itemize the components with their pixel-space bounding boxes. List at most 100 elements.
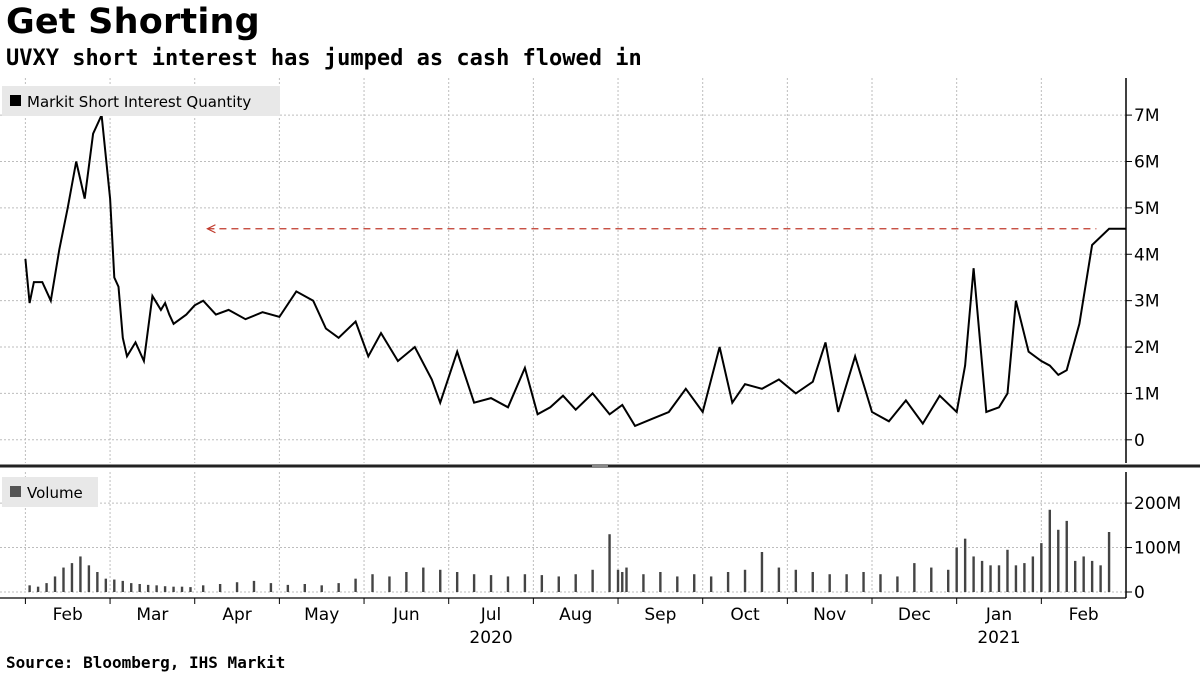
volume-bar bbox=[980, 560, 984, 592]
volume-bar bbox=[422, 567, 425, 592]
volume-bar bbox=[913, 563, 916, 592]
volume-bar bbox=[743, 569, 747, 592]
volume-bar bbox=[972, 556, 975, 592]
volume-grid bbox=[0, 472, 1126, 593]
volume-bar bbox=[1006, 549, 1009, 592]
volume-bar bbox=[540, 575, 544, 592]
volume-bar bbox=[879, 574, 882, 592]
volume-bar bbox=[621, 572, 624, 592]
reference-line bbox=[206, 224, 1097, 234]
volume-bar bbox=[439, 569, 442, 592]
volume-bar bbox=[760, 552, 764, 592]
volume-bar bbox=[235, 582, 239, 592]
volume-bar bbox=[146, 584, 150, 592]
volume-bar bbox=[997, 565, 1001, 592]
volume-bar bbox=[269, 583, 273, 592]
volume-bar bbox=[28, 585, 31, 592]
divider-handle bbox=[592, 464, 608, 468]
x-tick-label: Jul bbox=[480, 605, 502, 625]
volume-bar bbox=[1065, 520, 1068, 592]
chart-title: Get Shorting bbox=[6, 2, 260, 42]
volume-bar bbox=[79, 556, 82, 592]
x-tick-label: Sep bbox=[644, 605, 676, 625]
volume-bar bbox=[303, 584, 306, 592]
volume-bar bbox=[121, 580, 124, 592]
volume-bar bbox=[659, 572, 662, 592]
volume-bar bbox=[1031, 556, 1035, 592]
short-interest-y-ticks: 0 1M 2M 3M 4M 5M 6M 7M bbox=[1126, 106, 1159, 451]
volume-bar bbox=[947, 569, 950, 592]
volume-bar bbox=[1014, 565, 1018, 592]
volume-bar bbox=[845, 574, 848, 592]
x-tick-label: Nov bbox=[813, 605, 846, 625]
volume-bar bbox=[201, 585, 205, 592]
volume-bar bbox=[1099, 565, 1102, 592]
x-tick-label: Apr bbox=[222, 605, 251, 625]
reference-arrow-icon bbox=[206, 224, 216, 234]
volume-bar bbox=[371, 574, 374, 592]
volume-bar bbox=[62, 567, 65, 592]
volume-bar bbox=[489, 575, 493, 592]
volume-bar bbox=[523, 574, 527, 592]
volume-bar bbox=[53, 576, 57, 592]
volume-bar bbox=[896, 576, 899, 592]
volume-bar bbox=[862, 572, 865, 592]
x-axis-ticks: Feb Mar Apr May Jun Jul Aug Sep Oct Nov Dec Jan Feb 2… bbox=[24, 598, 1099, 648]
legend-volume-label: Volume bbox=[27, 484, 83, 502]
chart-subtitle: UVXY short interest has jumped as cash f… bbox=[6, 46, 642, 71]
x-tick-label: Feb bbox=[53, 605, 83, 625]
volume-bar bbox=[726, 572, 730, 592]
chart-source: Source: Bloomberg, IHS Markit bbox=[6, 653, 286, 672]
x-tick-label: May bbox=[304, 605, 339, 625]
volume-bar bbox=[676, 576, 679, 592]
volume-bar bbox=[1048, 509, 1052, 592]
y-tick-label: 5M bbox=[1134, 199, 1159, 219]
volume-bar bbox=[930, 567, 933, 592]
y-tick-label: 2M bbox=[1134, 338, 1159, 358]
volume-bar bbox=[405, 572, 408, 592]
volume-bar bbox=[1023, 563, 1026, 592]
y-tick-label: 7M bbox=[1134, 106, 1159, 126]
volume-bar bbox=[828, 574, 831, 592]
x-tick-label: Aug bbox=[559, 605, 592, 625]
volume-bar bbox=[36, 586, 40, 592]
volume-bar bbox=[625, 567, 628, 592]
volume-bar bbox=[693, 574, 696, 592]
volume-bar bbox=[155, 585, 158, 592]
volume-bar bbox=[172, 586, 175, 592]
x-tick-label: Dec bbox=[898, 605, 931, 625]
volume-bar bbox=[616, 569, 620, 592]
y-tick-label: 4M bbox=[1134, 245, 1159, 265]
volume-bar bbox=[130, 583, 133, 592]
volume-bar bbox=[104, 578, 108, 592]
x-tick-label: Jan bbox=[985, 605, 1012, 625]
volume-bar bbox=[1040, 543, 1043, 592]
volume-bar bbox=[180, 586, 184, 592]
y-tick-label: 0 bbox=[1134, 583, 1145, 603]
legend-short-interest: Markit Short Interest Quantity bbox=[2, 86, 280, 116]
volume-bar bbox=[113, 579, 116, 592]
volume-bars bbox=[28, 509, 1111, 592]
volume-bar bbox=[189, 587, 192, 592]
y-tick-label: 1M bbox=[1134, 384, 1159, 404]
volume-bar bbox=[794, 569, 798, 592]
volume-bar bbox=[96, 572, 99, 592]
volume-bar bbox=[989, 565, 992, 592]
y-tick-label: 3M bbox=[1134, 292, 1159, 312]
volume-bar bbox=[320, 585, 323, 592]
volume-bar bbox=[709, 576, 713, 592]
x-tick-label: Feb bbox=[1069, 605, 1099, 625]
volume-bar bbox=[138, 584, 141, 592]
volume-bar bbox=[388, 576, 391, 592]
x-tick-label: Mar bbox=[136, 605, 168, 625]
x-year-label: 2020 bbox=[469, 628, 512, 648]
volume-bar bbox=[1057, 529, 1060, 592]
legend-volume: Volume bbox=[2, 477, 98, 507]
volume-bar bbox=[777, 567, 781, 592]
volume-bar bbox=[574, 574, 577, 592]
volume-bar bbox=[955, 547, 958, 592]
y-tick-label: 100M bbox=[1134, 539, 1181, 559]
volume-bar bbox=[642, 574, 645, 592]
volume-bar bbox=[1107, 532, 1111, 592]
